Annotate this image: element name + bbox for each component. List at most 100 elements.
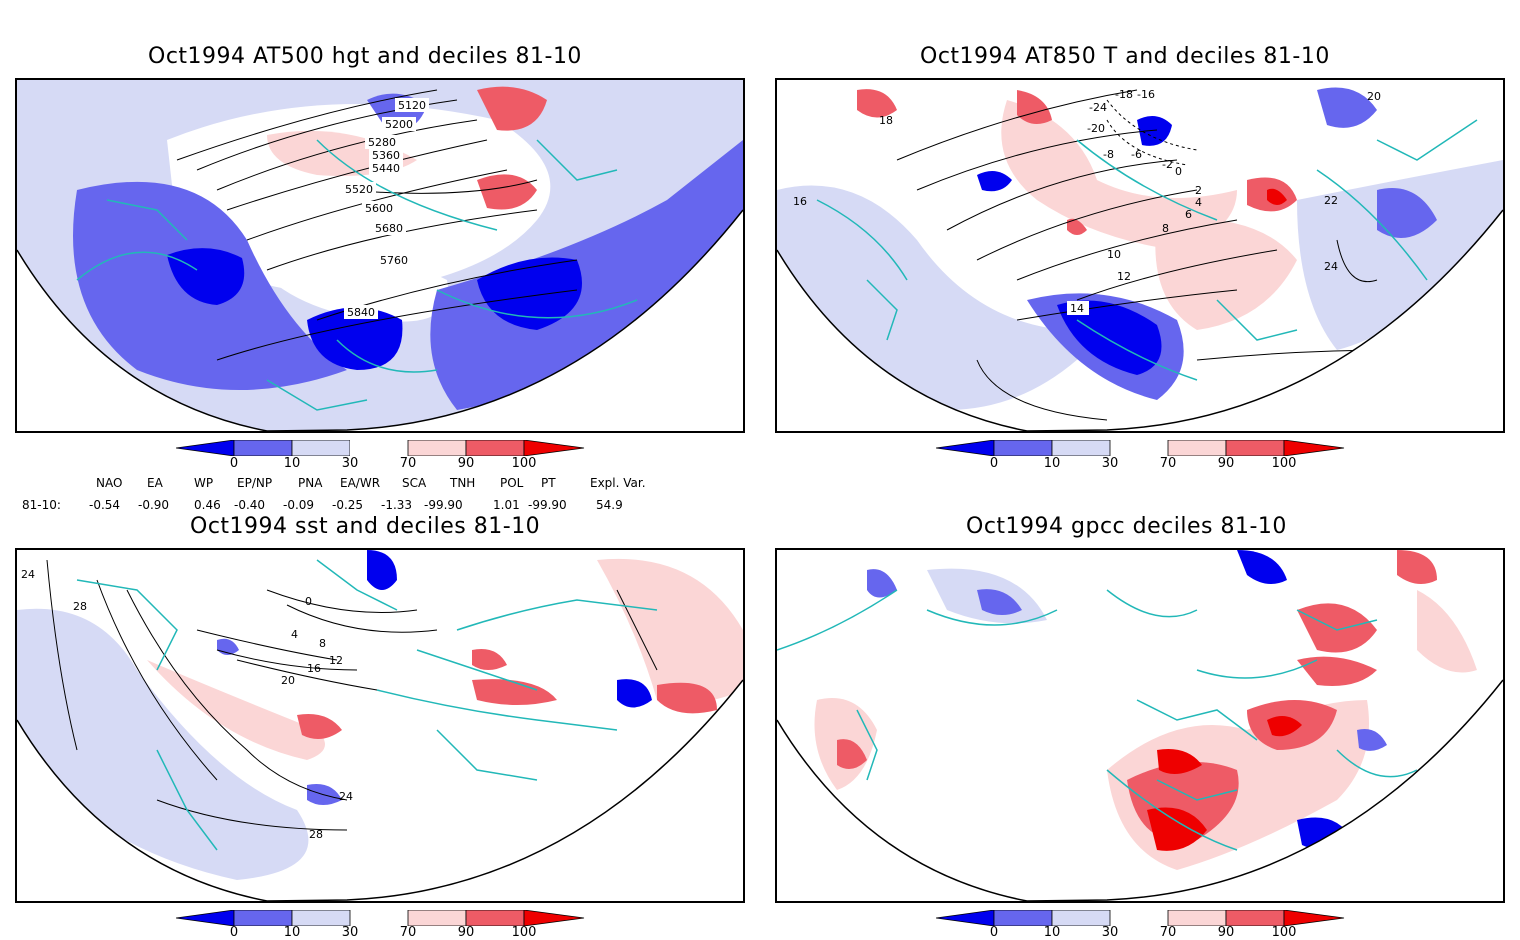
map-panel-sst: 24 28 0 4 8 12 16 20 24 28 xyxy=(15,548,745,903)
svg-text:5840: 5840 xyxy=(347,306,375,319)
svg-text:5680: 5680 xyxy=(375,222,403,235)
svg-text:24: 24 xyxy=(21,568,35,581)
cbar3-tick: 30 xyxy=(341,925,359,940)
cbar1-tick: 30 xyxy=(341,456,359,471)
index-value: -0.25 xyxy=(332,498,364,512)
index-header: Expl. Var. xyxy=(590,476,646,490)
svg-text:20: 20 xyxy=(1367,90,1381,103)
index-value: -0.54 xyxy=(89,498,121,512)
colorbar-top-right xyxy=(935,439,1346,457)
index-row-label: 81-10: xyxy=(22,498,61,512)
cbar2-tick: 90 xyxy=(1217,456,1235,471)
svg-text:16: 16 xyxy=(793,195,807,208)
svg-text:2: 2 xyxy=(1195,184,1202,197)
svg-text:4: 4 xyxy=(291,628,298,641)
cbar3-tick: 70 xyxy=(399,925,417,940)
index-value: -0.90 xyxy=(138,498,170,512)
index-header: NAO xyxy=(96,476,123,490)
colorbar-bottom-left xyxy=(175,909,586,927)
map-sst-canvas: 24 28 0 4 8 12 16 20 24 28 xyxy=(17,550,743,901)
index-header: EA xyxy=(147,476,163,490)
index-header: PNA xyxy=(298,476,323,490)
map-t850-canvas: -18 -24 -16 -20 -8 -6 -2 0 2 4 6 8 10 12… xyxy=(777,80,1503,431)
index-value: -99.90 xyxy=(528,498,567,512)
svg-text:-6: -6 xyxy=(1131,148,1142,161)
svg-text:0: 0 xyxy=(1175,165,1182,178)
panel-title-hgt: Oct1994 AT500 hgt and deciles 81-10 xyxy=(148,44,582,69)
cbar1-tick: 10 xyxy=(283,456,301,471)
svg-text:4: 4 xyxy=(1195,196,1202,209)
cbar4-tick: 90 xyxy=(1217,925,1235,940)
map-hgt-canvas: 5120 5200 5280 5360 5440 5520 5600 5680 … xyxy=(17,80,743,431)
cbar4-tick: 100 xyxy=(1271,925,1297,940)
cbar4-tick: 30 xyxy=(1101,925,1119,940)
cbar2-tick: 10 xyxy=(1043,456,1061,471)
svg-text:22: 22 xyxy=(1324,194,1338,207)
index-value: 1.01 xyxy=(493,498,520,512)
cbar1-tick: 0 xyxy=(229,456,239,471)
svg-text:5440: 5440 xyxy=(372,162,400,175)
index-value: -0.09 xyxy=(283,498,315,512)
cbar4-tick: 0 xyxy=(989,925,999,940)
svg-text:10: 10 xyxy=(1107,248,1121,261)
map-gpcc-canvas xyxy=(777,550,1503,901)
svg-text:18: 18 xyxy=(879,114,893,127)
cbar4-tick: 10 xyxy=(1043,925,1061,940)
panel-title-t850: Oct1994 AT850 T and deciles 81-10 xyxy=(920,44,1330,69)
svg-text:14: 14 xyxy=(1070,302,1084,315)
svg-text:8: 8 xyxy=(319,637,326,650)
svg-text:5280: 5280 xyxy=(368,136,396,149)
svg-text:24: 24 xyxy=(1324,260,1338,273)
cbar3-tick: 100 xyxy=(511,925,537,940)
cbar2-tick: 70 xyxy=(1159,456,1177,471)
panel-title-sst: Oct1994 sst and deciles 81-10 xyxy=(190,514,541,539)
svg-text:16: 16 xyxy=(307,662,321,675)
cbar3-tick: 90 xyxy=(457,925,475,940)
cbar1-tick: 70 xyxy=(399,456,417,471)
panel-title-gpcc: Oct1994 gpcc deciles 81-10 xyxy=(966,514,1287,539)
colorbar-top-left xyxy=(175,439,586,457)
svg-text:-2: -2 xyxy=(1162,158,1173,171)
svg-text:-8: -8 xyxy=(1103,148,1114,161)
cbar2-tick: 100 xyxy=(1271,456,1297,471)
index-header: TNH xyxy=(450,476,476,490)
cbar1-tick: 90 xyxy=(457,456,475,471)
svg-text:20: 20 xyxy=(281,674,295,687)
index-header: PT xyxy=(541,476,556,490)
svg-text:12: 12 xyxy=(1117,270,1131,283)
index-value: -99.90 xyxy=(424,498,463,512)
index-value: 54.9 xyxy=(596,498,623,512)
cbar2-tick: 30 xyxy=(1101,456,1119,471)
index-header: SCA xyxy=(402,476,427,490)
map-panel-gpcc xyxy=(775,548,1505,903)
index-value: -0.40 xyxy=(234,498,266,512)
svg-text:0: 0 xyxy=(305,595,312,608)
index-header: EA/WR xyxy=(340,476,381,490)
svg-text:24: 24 xyxy=(339,790,353,803)
svg-text:12: 12 xyxy=(329,654,343,667)
cbar3-tick: 0 xyxy=(229,925,239,940)
index-header: POL xyxy=(500,476,524,490)
svg-text:5120: 5120 xyxy=(398,99,426,112)
index-value: -1.33 xyxy=(381,498,413,512)
map-panel-t850: -18 -24 -16 -20 -8 -6 -2 0 2 4 6 8 10 12… xyxy=(775,78,1505,433)
svg-text:5200: 5200 xyxy=(385,118,413,131)
svg-text:5600: 5600 xyxy=(365,202,393,215)
svg-text:5360: 5360 xyxy=(372,149,400,162)
cbar4-tick: 70 xyxy=(1159,925,1177,940)
svg-text:6: 6 xyxy=(1185,208,1192,221)
svg-text:8: 8 xyxy=(1162,222,1169,235)
colorbar-bottom-right xyxy=(935,909,1346,927)
index-value: 0.46 xyxy=(194,498,221,512)
svg-text:-16: -16 xyxy=(1137,88,1155,101)
svg-text:-20: -20 xyxy=(1087,122,1105,135)
svg-text:5520: 5520 xyxy=(345,183,373,196)
cbar2-tick: 0 xyxy=(989,456,999,471)
index-header: WP xyxy=(194,476,214,490)
svg-text:-24: -24 xyxy=(1089,101,1107,114)
svg-text:28: 28 xyxy=(73,600,87,613)
svg-text:-18: -18 xyxy=(1115,88,1133,101)
cbar1-tick: 100 xyxy=(511,456,537,471)
index-header: EP/NP xyxy=(237,476,273,490)
svg-text:28: 28 xyxy=(309,828,323,841)
